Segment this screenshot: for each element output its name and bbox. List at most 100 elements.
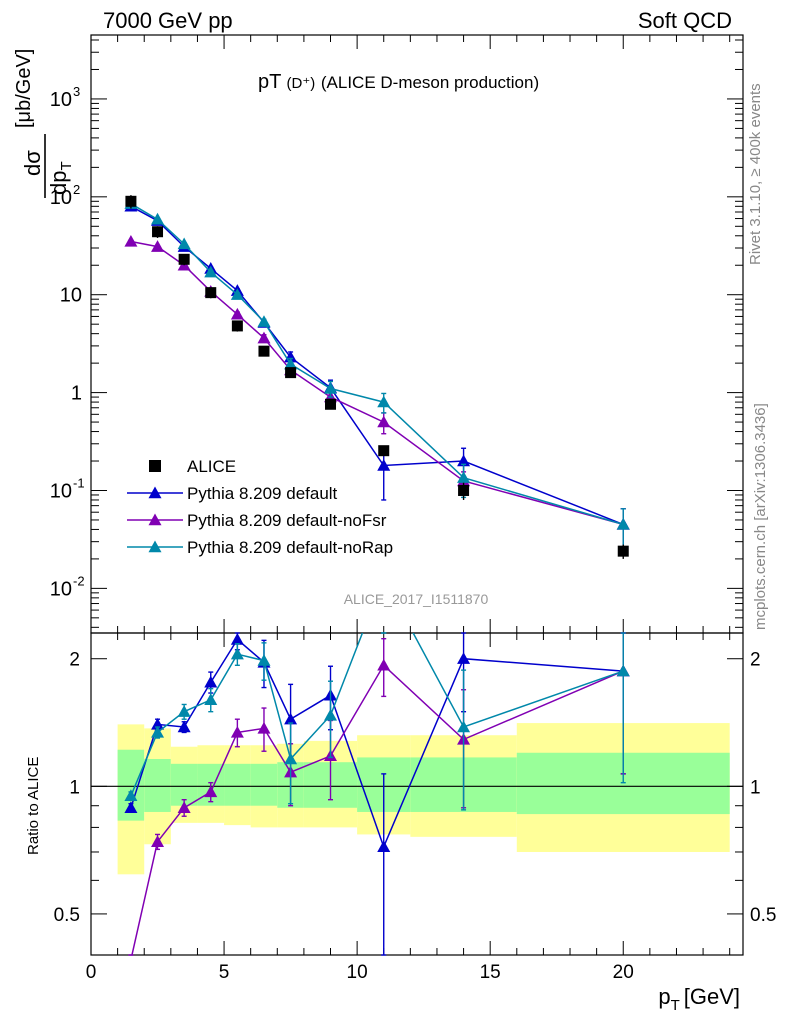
y-label-denominator: dpT <box>46 161 75 195</box>
alice-marker <box>125 195 137 207</box>
ratio-default-marker <box>204 675 218 688</box>
alice-marker <box>617 545 629 557</box>
main-noRap-line <box>130 203 624 526</box>
ratio-frame <box>90 632 744 956</box>
x-tick-label: 20 <box>613 962 634 983</box>
main-default-marker <box>457 454 471 467</box>
main-default-line <box>130 205 624 526</box>
y-tick-label: 10 <box>50 578 72 600</box>
ratio-default-marker <box>151 717 165 730</box>
main-default-marker <box>377 458 391 471</box>
main-noFsr-marker <box>230 307 244 320</box>
ratio-default-marker <box>377 840 391 852</box>
ratio-noFsr-marker <box>177 801 191 813</box>
main-noFsr-line <box>130 240 624 526</box>
ratio-noFsr-marker <box>230 725 244 738</box>
header-left: 7000 GeV pp <box>103 8 233 33</box>
header-right: Soft QCD <box>638 8 732 33</box>
ratio-band-inner <box>170 763 198 806</box>
legend-noFsr-marker <box>148 513 162 526</box>
main-noRap-marker <box>230 288 244 300</box>
ratio-y-tick-label: 0.5 <box>54 905 80 926</box>
main-noRap-marker <box>324 382 338 394</box>
ratio-panel: Ratio to ALICE pT [GeV] 0 5 10 15 20 0.5 0.5 1 1 2… <box>25 632 776 1014</box>
x-tick-label: 15 <box>480 962 501 983</box>
alice-marker <box>152 226 164 238</box>
legend-alice-marker <box>149 460 161 472</box>
alice-marker <box>258 345 270 357</box>
ratio-noRap-marker <box>616 664 630 677</box>
x-tick-label: 10 <box>347 962 368 983</box>
ratio-y-tick-label-right: 0.5 <box>750 905 776 926</box>
legend: ALICE Pythia 8.209 default Pythia 8.209 de… <box>127 457 393 557</box>
analysis-tag: ALICE_2017_I1511870 <box>344 591 489 607</box>
ratio-default-marker <box>230 633 244 645</box>
ratio-y-tick-label-right: 2 <box>750 650 761 671</box>
y-tick-exponent: 3 <box>73 84 80 99</box>
ratio-noRap-marker <box>204 693 218 706</box>
ratio-noRap-marker <box>457 720 471 733</box>
main-noRap-marker <box>616 517 630 530</box>
ratio-noRap-marker <box>230 647 244 660</box>
alice-marker <box>285 367 297 379</box>
y-tick-label: 10 <box>50 480 72 502</box>
ratio-noRap-marker <box>151 725 165 738</box>
legend-noRap-marker <box>148 540 162 553</box>
y-axis-label: dσ dpT [μb/GeV] <box>13 49 75 198</box>
ratio-band-inner <box>224 763 251 806</box>
main-noFsr-marker <box>257 331 271 344</box>
ratio-y-tick-label-right: 1 <box>750 777 761 798</box>
main-noRap-marker <box>457 471 471 483</box>
ratio-noFsr-marker <box>151 835 165 847</box>
y-label-numerator: dσ <box>20 150 45 176</box>
y-tick-label: 10 <box>50 89 72 111</box>
ratio-band-inner <box>250 763 278 806</box>
main-noFsr-marker <box>377 415 391 428</box>
mcplots-label: mcplots.cern.ch [arXiv:1306.3436] <box>752 403 769 630</box>
ratio-default-marker <box>177 720 191 733</box>
ratio-plot-area: 0 5 10 15 20 0.5 0.5 1 1 2 2 <box>54 632 776 983</box>
ratio-noRap-marker <box>124 789 138 801</box>
ratio-noRap-marker <box>324 708 338 721</box>
y-tick-label: 1 <box>71 383 82 405</box>
ratio-y-tick-label: 2 <box>69 650 80 671</box>
main-noRap-marker <box>204 265 218 278</box>
y-label-unit: [μb/GeV] <box>13 49 35 128</box>
y-tick-label: 10 <box>60 285 82 307</box>
legend-alice-label: ALICE <box>187 457 236 476</box>
main-noFsr-marker <box>124 234 138 247</box>
y-tick-exponent: 2 <box>73 182 80 197</box>
alice-marker <box>178 253 190 265</box>
alice-marker <box>231 320 243 332</box>
main-noRap-marker <box>284 357 298 370</box>
ratio-y-label: Ratio to ALICE <box>25 757 42 855</box>
alice-marker <box>458 484 470 496</box>
legend-default-label: Pythia 8.209 default <box>187 484 338 503</box>
x-tick-label: 5 <box>219 962 230 983</box>
ratio-noRap-marker <box>177 705 191 717</box>
ratio-noFsr-marker <box>377 658 391 671</box>
ratio-noFsr-marker <box>257 721 271 734</box>
y-tick-exponent: -1 <box>73 475 85 490</box>
x-axis-label: pT [GeV] <box>658 984 740 1014</box>
ratio-band-inner <box>144 759 171 812</box>
ratio-default-marker <box>284 712 298 725</box>
rivet-label: Rivet 3.1.10, ≥ 400k events <box>747 83 764 265</box>
legend-noRap-label: Pythia 8.209 default-noRap <box>187 538 393 557</box>
ratio-noRap-marker <box>284 752 298 765</box>
legend-default-marker <box>148 486 162 499</box>
ratio-noRap-marker <box>257 654 271 666</box>
ratio-default-marker <box>124 801 138 813</box>
ratio-noFsr-marker <box>204 785 218 798</box>
y-tick-label: 10 <box>50 187 72 209</box>
alice-marker <box>378 445 390 457</box>
ratio-default-marker <box>457 652 471 664</box>
main-noFsr-marker <box>151 240 165 252</box>
legend-noFsr-label: Pythia 8.209 default-noFsr <box>187 511 387 530</box>
main-panel: pT (D⁺) (ALICE D-meson production) dσ dp… <box>13 34 744 647</box>
main-noRap-marker <box>151 212 165 225</box>
y-tick-exponent: -2 <box>73 573 85 588</box>
main-title: pT (D⁺) (ALICE D-meson production) <box>258 71 539 93</box>
